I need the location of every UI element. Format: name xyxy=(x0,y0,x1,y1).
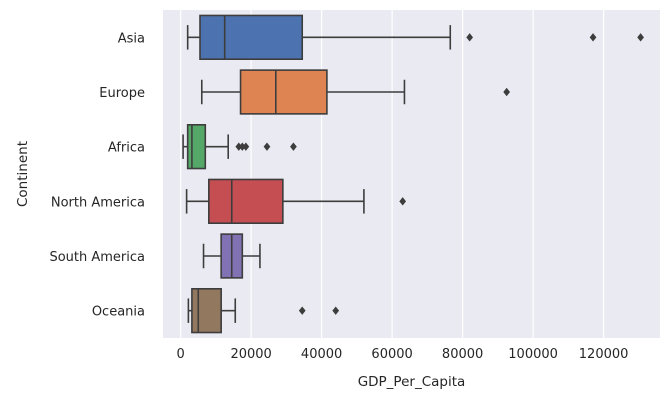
x-tick-label: 0 xyxy=(176,347,184,362)
x-tick-label: 40000 xyxy=(301,347,342,362)
outlier-marker xyxy=(332,306,340,315)
y-tick-label: Oceania xyxy=(92,305,145,320)
box xyxy=(199,14,304,60)
x-tick-label: 60000 xyxy=(371,347,412,362)
outlier-marker xyxy=(290,142,297,151)
box-group xyxy=(200,69,511,115)
y-tick-label: Europe xyxy=(99,86,145,101)
outlier-marker xyxy=(637,33,644,42)
outlier-marker xyxy=(399,197,407,206)
outlier-marker xyxy=(589,33,597,42)
grid-lines xyxy=(180,10,605,338)
box xyxy=(239,69,328,115)
outlier-marker xyxy=(503,87,511,97)
x-tick-label: 80000 xyxy=(442,347,483,362)
y-tick-label: North America xyxy=(51,195,145,210)
plot-background xyxy=(163,10,660,338)
outlier-marker xyxy=(235,142,243,151)
box xyxy=(208,178,284,224)
x-tick-label: 120000 xyxy=(579,347,629,362)
y-tick-label: South America xyxy=(49,250,145,265)
x-axis-title: GDP_Per_Capita xyxy=(358,374,466,390)
outlier-marker xyxy=(238,142,246,151)
box-group xyxy=(186,14,644,60)
box xyxy=(186,124,207,170)
y-tick-labels: Asia Europe Africa North America South Ameri… xyxy=(49,31,145,319)
y-tick-label: Africa xyxy=(108,141,145,156)
x-tick-label: 100000 xyxy=(508,347,558,362)
x-tick-label: 20000 xyxy=(230,347,271,362)
outlier-marker xyxy=(466,33,474,42)
boxes xyxy=(182,14,644,334)
x-tick-labels: 0 20000 40000 60000 80000 100000 120000 xyxy=(176,347,628,362)
box-group xyxy=(185,178,407,224)
outlier-marker xyxy=(298,306,306,315)
outlier-marker xyxy=(242,142,250,151)
outlier-marker xyxy=(263,142,271,151)
y-tick-label: Asia xyxy=(118,31,145,46)
box-group xyxy=(202,233,261,279)
box xyxy=(191,287,222,334)
y-axis-title: Continent xyxy=(15,141,31,207)
box-group xyxy=(182,124,297,170)
box-group xyxy=(187,287,340,334)
